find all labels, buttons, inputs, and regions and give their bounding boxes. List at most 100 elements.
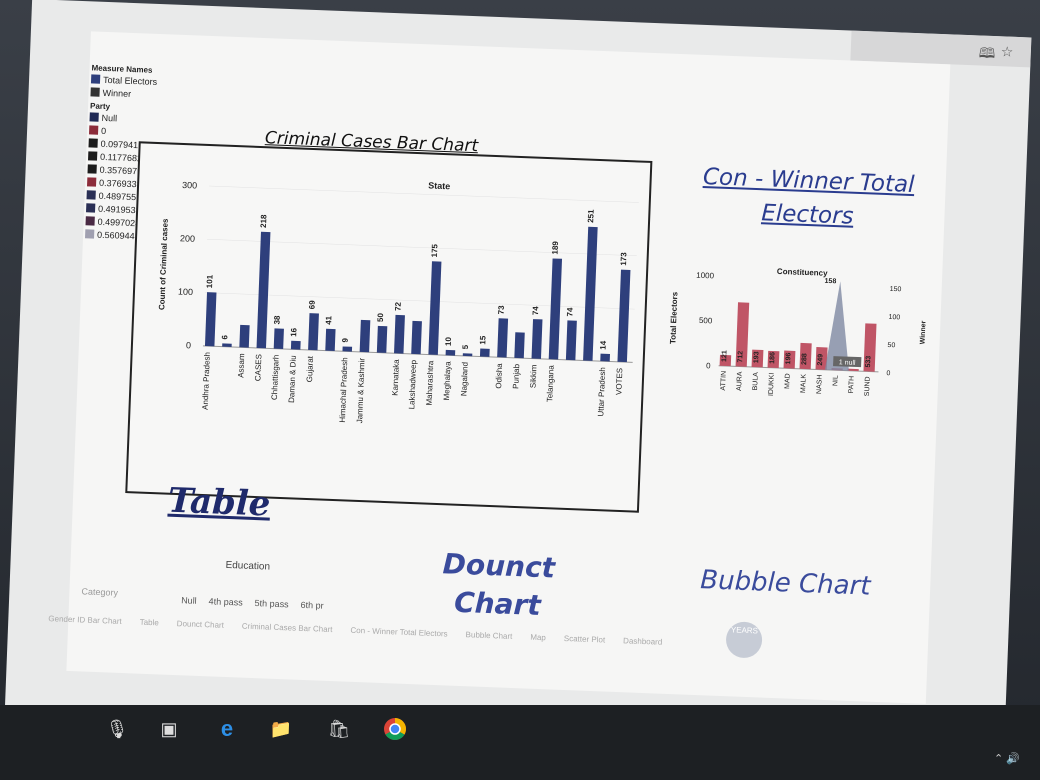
winner-electors-chart[interactable]: Constituency Total Electors Winner 0 500 1000…: [657, 247, 943, 418]
task-view-icon[interactable]: ▣: [160, 718, 178, 739]
gridline: [209, 185, 639, 203]
data-label: 5: [461, 344, 470, 349]
y-tick-label: 300: [182, 180, 197, 191]
legend-swatch: [88, 125, 99, 135]
donut-title-line2: Chart: [453, 585, 542, 623]
x-tick-label: Telangana: [545, 365, 555, 403]
system-tray: ⌃ 🔊: [994, 753, 1020, 765]
x-tick-label: Himachal Pradesh: [338, 357, 350, 423]
star-icon[interactable]: ☆: [1000, 43, 1014, 60]
edge-icon[interactable]: e: [220, 716, 234, 741]
null-badge: [833, 356, 862, 368]
bar: [462, 353, 473, 357]
x-tick-label: SUND: [864, 376, 872, 396]
data-label: 193: [753, 351, 760, 363]
chrome-icon[interactable]: [382, 716, 408, 742]
legend-label: Total Electors: [102, 74, 158, 87]
data-label: 69: [307, 300, 316, 310]
y-tick-label: 200: [180, 233, 195, 244]
data-label: 9: [341, 337, 350, 342]
sheet-tab[interactable]: Gender ID Bar Chart: [48, 614, 122, 626]
table-title: Table: [167, 480, 272, 525]
sheet-tab[interactable]: Bubble Chart: [465, 630, 513, 641]
donut-title-line1: Dounct: [442, 547, 556, 585]
bar: [767, 350, 780, 369]
book-icon[interactable]: 🕮: [978, 44, 996, 62]
x-axis-title: Constituency: [777, 267, 829, 278]
measure-legend-item[interactable]: Winner: [90, 85, 170, 101]
legend-swatch: [90, 74, 101, 84]
sheet-tab[interactable]: Table: [139, 617, 159, 628]
legend-swatch: [86, 203, 96, 213]
category-header: Category: [81, 586, 119, 598]
data-label: 121: [721, 350, 728, 362]
x-tick-label: BULA: [752, 372, 760, 391]
y-tick-label: 500: [699, 316, 713, 326]
education-value: 5th pass: [254, 598, 289, 610]
x-tick-label: Maharashtra: [425, 360, 436, 406]
bar: [514, 332, 525, 359]
sheet-tab[interactable]: Map: [530, 632, 547, 643]
sheet-tab[interactable]: Scatter Plot: [563, 633, 606, 645]
bar: [600, 353, 611, 362]
gridline: [207, 239, 637, 257]
bar: [531, 319, 543, 359]
screen: 🕮 ☆ Measure Names Total Electors Winner P…: [4, 0, 1032, 755]
data-label: 38: [272, 315, 281, 325]
x-tick-label: NIL: [832, 375, 839, 386]
x-tick-label: Gujarat: [305, 355, 315, 382]
bar: [359, 319, 371, 353]
x-tick-label: ATTIN: [720, 371, 728, 391]
data-label: 218: [259, 214, 269, 228]
data-label: 74: [565, 307, 574, 317]
criminal-cases-chart[interactable]: State Count of Criminal cases 0 100 200 300 10…: [125, 141, 653, 513]
bar: [204, 292, 217, 347]
bar: [411, 320, 422, 355]
donut-chart-title: Dounct Chart: [441, 545, 556, 625]
data-label: 50: [376, 312, 385, 322]
x-tick-label: Lakshadweep: [407, 359, 418, 409]
y-tick-label: 0: [186, 340, 191, 350]
data-label: 15: [478, 335, 487, 345]
education-value: 6th pr: [300, 599, 324, 611]
mic-icon[interactable]: 🎙: [105, 718, 129, 739]
peak-label: 158: [824, 278, 836, 285]
legend-swatch: [87, 177, 97, 187]
data-label: 196: [785, 352, 792, 364]
legend-label: Null: [101, 112, 118, 123]
sheet-tab[interactable]: Dashboard: [622, 636, 663, 647]
bar: [290, 340, 301, 350]
data-label: 249: [817, 354, 824, 366]
x-tick-label: Daman & Diu: [287, 355, 298, 403]
bar: [376, 325, 388, 353]
bar: [325, 328, 336, 351]
x-tick-label: Odisha: [494, 363, 504, 389]
sheet-tab[interactable]: Dounct Chart: [176, 619, 225, 630]
x-tick-label: IDUKKI: [768, 373, 776, 397]
legend-swatch: [87, 164, 97, 174]
x-tick-label: MALK: [800, 374, 808, 394]
y2-axis-title: Winner: [920, 320, 928, 344]
bar: [735, 302, 750, 367]
bar: [548, 258, 563, 360]
data-label: 10: [444, 336, 453, 346]
legend-label: Winner: [102, 87, 132, 99]
bar: [445, 349, 456, 356]
bar: [815, 347, 828, 370]
null-label: 1 null: [839, 359, 856, 367]
y-tick-label: 0: [706, 361, 711, 370]
x-tick-label: Chhattisgarh: [270, 355, 281, 401]
data-label: 189: [551, 240, 561, 254]
x-tick-label: CASES: [253, 354, 263, 381]
legend-swatch: [90, 87, 100, 97]
bar: [256, 231, 271, 349]
education-value: 4th pass: [208, 596, 243, 608]
data-label: 41: [324, 315, 333, 325]
bar: [394, 314, 405, 354]
store-icon[interactable]: 🛍: [327, 718, 351, 739]
x-tick-label: Punjab: [511, 363, 521, 389]
legend-swatch: [88, 151, 98, 161]
data-label: 6: [220, 334, 229, 339]
file-explorer-icon[interactable]: 📁: [269, 718, 293, 739]
